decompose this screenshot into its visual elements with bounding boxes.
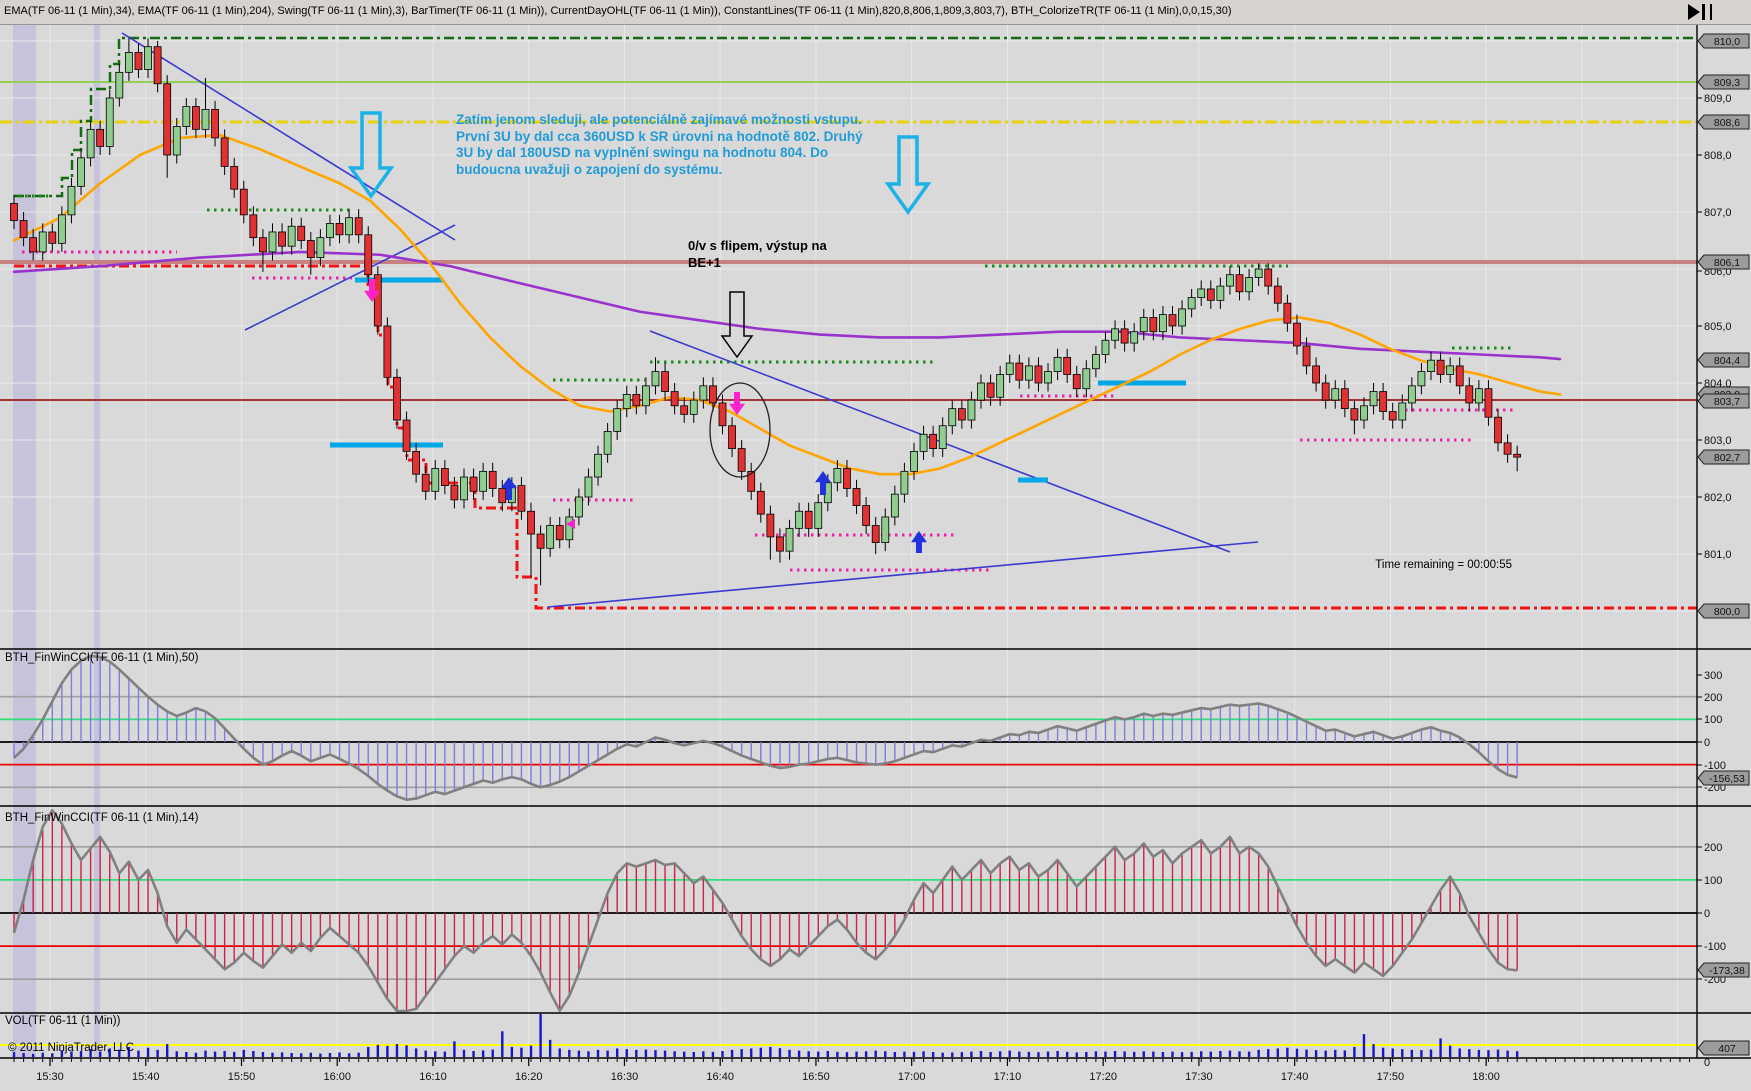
svg-text:-156,53: -156,53 [1709,773,1745,785]
svg-text:0: 0 [1704,737,1710,749]
svg-text:16:40: 16:40 [706,1071,734,1083]
price-tag [1697,1040,1750,1056]
svg-text:-100: -100 [1704,941,1726,953]
stop-bar [1702,4,1705,20]
volume-plot [12,1014,1519,1057]
ema-204-line [12,250,1562,361]
constant-lines[interactable] [0,81,1697,401]
svg-text:802,0: 802,0 [1704,492,1732,504]
svg-text:407: 407 [1718,1043,1736,1055]
svg-text:-173,38: -173,38 [1709,965,1745,977]
up-arrow-icon [501,477,517,500]
trade-note: 0/v s flipem, výstup na BE+1 [688,238,827,270]
time-axis[interactable]: 15:30 15:40 15:50 16:00 16:10 16:20 16:30 16:40… [13,1058,1691,1083]
volume-panel-label: VOL(TF 06-11 (1 Min)) [5,1015,121,1027]
copyright-label: © 2011 NinjaTrader, LLC [8,1042,135,1054]
svg-text:802,7: 802,7 [1714,452,1740,464]
svg-text:806,1: 806,1 [1714,257,1740,269]
price-tag [1697,352,1750,368]
svg-text:17:30: 17:30 [1185,1071,1213,1083]
price-tag [1697,393,1750,409]
svg-text:100: 100 [1704,875,1722,887]
svg-text:801,0: 801,0 [1704,549,1732,561]
svg-text:18:00: 18:00 [1472,1071,1500,1083]
svg-text:803,7: 803,7 [1714,396,1740,408]
svg-text:17:00: 17:00 [898,1071,926,1083]
cci50-plot [13,654,1518,802]
svg-text:0: 0 [1704,1057,1710,1069]
indicator-list-title: EMA(TF 06-11 (1 Min),34), EMA(TF 06-11 (… [4,5,1232,17]
cci14-plot [12,809,1518,1013]
price-tag [1697,74,1750,90]
svg-text:803,0: 803,0 [1704,435,1732,447]
swing-dots [18,194,1515,572]
cci14-panel-label: BTH_FinWinCCI(TF 06-11 (1 Min),14) [5,812,199,824]
down-arrow-icon [729,392,745,415]
svg-text:16:20: 16:20 [515,1071,543,1083]
svg-text:800,0: 800,0 [1714,606,1740,618]
svg-text:-100: -100 [1704,760,1726,772]
svg-text:17:20: 17:20 [1089,1071,1117,1083]
svg-text:100: 100 [1704,714,1722,726]
bar-timer-label: Time remaining = 00:00:55 [1375,559,1512,571]
svg-text:809,3: 809,3 [1714,77,1740,89]
analysis-note: Zatím jenom sleduji, ale potenciálně zaj… [456,112,863,177]
price-tag [1697,33,1750,49]
chart-titlebar: EMA(TF 06-11 (1 Min),34), EMA(TF 06-11 (… [0,0,1751,25]
svg-text:805,0: 805,0 [1704,321,1732,333]
cci50-panel-label: BTH_FinWinCCI(TF 06-11 (1 Min),50) [5,652,199,664]
svg-text:17:50: 17:50 [1377,1071,1405,1083]
svg-text:17:40: 17:40 [1281,1071,1309,1083]
svg-text:808,6: 808,6 [1714,117,1740,129]
skip-to-end-icon[interactable] [1687,4,1713,21]
svg-text:15:40: 15:40 [132,1071,160,1083]
price-tag [1697,114,1750,130]
down-arrow-icon [884,135,932,216]
price-tag [1697,254,1750,270]
svg-text:200: 200 [1704,692,1722,704]
svg-text:804,4: 804,4 [1714,355,1740,367]
down-arrow-icon [347,111,395,200]
play-triangle [1688,4,1700,20]
down-arrow-icon [364,279,380,302]
svg-text:809,0: 809,0 [1704,93,1732,105]
svg-text:16:50: 16:50 [802,1071,830,1083]
down-arrow-icon [720,291,754,359]
svg-text:807,0: 807,0 [1704,207,1732,219]
svg-text:810,0: 810,0 [1714,36,1740,48]
svg-text:808,0: 808,0 [1704,150,1732,162]
session-break-bands [13,25,100,1058]
end-bar [1710,4,1712,20]
ema-34-line [12,133,1562,476]
price-tag [1697,603,1750,619]
svg-text:15:30: 15:30 [36,1071,64,1083]
up-arrow-icon [911,531,927,553]
left-arrow-icon [566,519,575,529]
price-axis[interactable]: 809,0808,0807,0806,0805,0804,0803,0802,0… [1697,33,1750,1069]
candles [10,38,1522,586]
svg-text:0: 0 [1704,908,1710,920]
price-tag [1697,770,1750,786]
svg-text:15:50: 15:50 [228,1071,256,1083]
indicator-reference-lines [0,695,1697,1046]
svg-text:300: 300 [1704,670,1722,682]
highlight-ellipse [709,382,771,478]
svg-text:16:00: 16:00 [323,1071,351,1083]
drawn-annotations[interactable] [347,111,932,553]
svg-text:16:30: 16:30 [611,1071,639,1083]
price-tag [1697,449,1750,465]
up-arrow-icon [815,471,831,495]
price-tag [1697,962,1750,978]
svg-text:17:10: 17:10 [994,1071,1022,1083]
svg-text:16:10: 16:10 [419,1071,447,1083]
svg-text:200: 200 [1704,842,1722,854]
